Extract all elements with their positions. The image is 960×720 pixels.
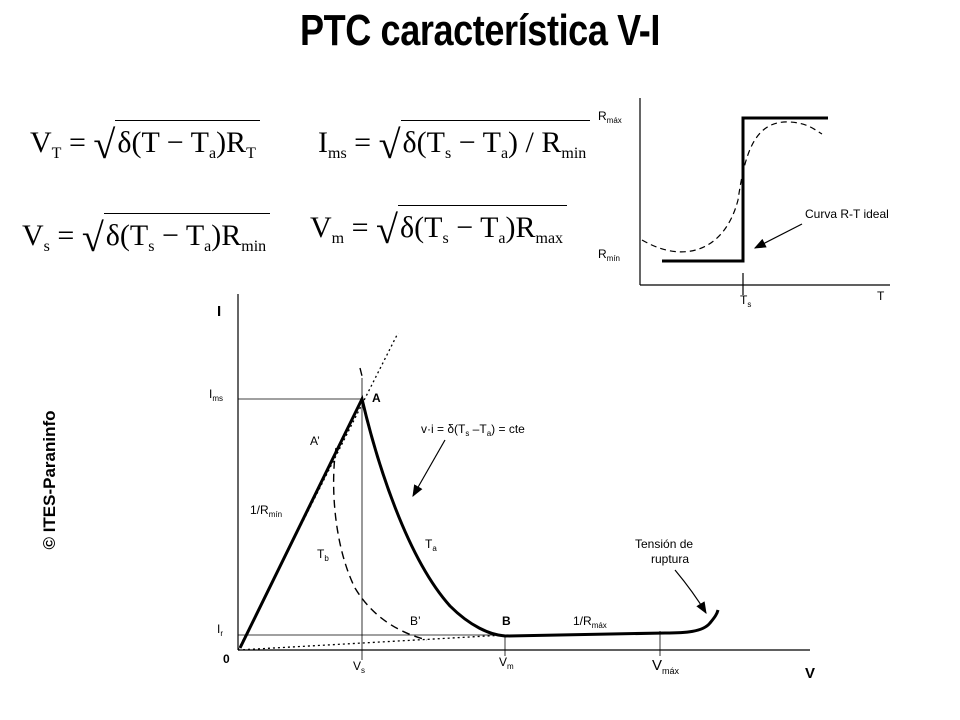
rt-real-curve xyxy=(641,121,823,253)
point-a-label: A xyxy=(372,391,381,405)
formula-vm: Vm = √δ(Ts − Ta)Rmax xyxy=(310,205,568,259)
rt-ideal-curve xyxy=(662,116,828,263)
vi-y-axis-label: I xyxy=(217,303,221,320)
point-a-prime-label: A’ xyxy=(310,434,320,448)
rt-ts-label: Ts xyxy=(740,293,751,309)
vm-label: Vm xyxy=(499,655,514,671)
breakdown-arrow xyxy=(674,569,707,615)
vs-label: Vs xyxy=(353,659,365,675)
rt-t-label: T xyxy=(877,289,885,303)
rt-graph: Rmáx Rmín T Ts Curva R-T ideal xyxy=(598,98,890,309)
vi-x-axis-label: V xyxy=(805,665,815,682)
ims-label: Ims xyxy=(209,387,223,403)
formula-vs: Vs = √δ(Ts − Ta)Rmin xyxy=(22,213,271,267)
breakdown-label-2: ruptura xyxy=(651,552,689,566)
vi-origin-label: 0 xyxy=(223,652,230,666)
tb-hyperbola xyxy=(332,367,428,641)
hyperbola-equation: v·i = δ(Ts –Ta) = cte xyxy=(421,422,525,438)
hyperbola-arrow xyxy=(412,439,446,498)
formula-vt: VT = √δ(T − Ta)RT xyxy=(30,120,260,174)
tb-label: Tb xyxy=(317,547,329,563)
point-b-prime-label: B’ xyxy=(410,614,421,628)
rt-rmax-label: Rmáx xyxy=(598,109,622,125)
vi-characteristic-curve xyxy=(238,394,720,649)
vi-graph: I V 0 Ims Ir Vs Vm Vmáx A A’ B B’ 1/Rmín… xyxy=(209,294,815,682)
formula-ims: Ims = √δ(Ts − Ta) / Rmin xyxy=(318,120,591,174)
ta-label: Ta xyxy=(425,537,437,553)
tangent-line xyxy=(237,332,399,651)
point-b-label: B xyxy=(502,614,511,628)
slope-min-label: 1/Rmín xyxy=(250,503,282,519)
rt-annotation-arrow xyxy=(753,223,803,249)
slide-title: PTC característica V-I xyxy=(299,6,660,55)
vmax-label: Vmáx xyxy=(652,657,680,676)
low-dotted-line xyxy=(237,634,506,651)
slope-max-label: 1/Rmáx xyxy=(573,614,607,630)
ir-label: Ir xyxy=(217,622,223,638)
copyright-text: © ITES-Paraninfo xyxy=(40,410,59,550)
rt-rmin-label: Rmín xyxy=(598,247,620,263)
rt-annotation: Curva R-T ideal xyxy=(805,207,889,221)
breakdown-label-1: Tensión de xyxy=(635,537,693,551)
